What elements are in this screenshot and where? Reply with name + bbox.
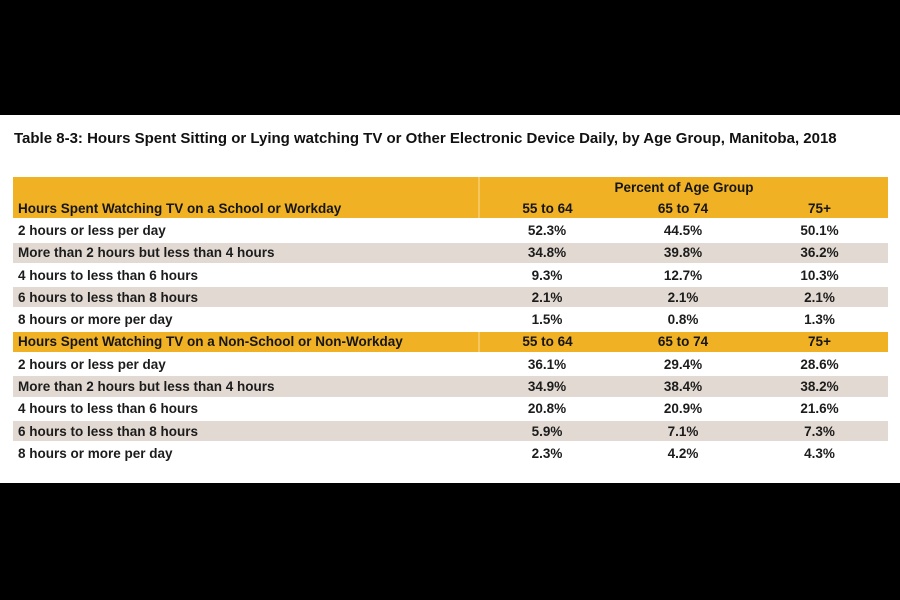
value-cell: 52.3% xyxy=(479,219,615,243)
group-header-row: Percent of Age Group xyxy=(13,177,888,198)
report-page: Table 8-3: Hours Spent Sitting or Lying … xyxy=(0,115,900,483)
row-label: 8 hours or more per day xyxy=(13,308,479,332)
value-cell: 39.8% xyxy=(615,241,751,265)
row-label: More than 2 hours but less than 4 hours xyxy=(13,241,479,265)
row-label: 6 hours to less than 8 hours xyxy=(13,419,479,444)
value-cell: 10.3% xyxy=(751,263,888,288)
section2-header-cell: Hours Spent Watching TV on a Non-School … xyxy=(13,330,480,355)
section1-header-row: Hours Spent Watching TV on a School or W… xyxy=(13,198,888,221)
row-label: 6 hours to less than 8 hours xyxy=(13,286,479,310)
table-row: 8 hours or more per day 1.5% 0.8% 1.3% xyxy=(13,308,888,332)
value-cell: 5.9% xyxy=(479,419,615,444)
value-cell: 9.3% xyxy=(479,263,615,288)
value-cell: 7.1% xyxy=(615,419,751,444)
value-cell: 1.3% xyxy=(751,308,888,332)
age-column-header: 75+ xyxy=(751,198,888,221)
value-cell: 2.1% xyxy=(479,286,615,310)
table-row: More than 2 hours but less than 4 hours … xyxy=(13,375,888,399)
table-row: 8 hours or more per day 2.3% 4.2% 4.3% xyxy=(13,442,888,466)
age-column-header: 55 to 64 xyxy=(479,330,615,355)
value-cell: 36.2% xyxy=(751,241,888,265)
value-cell: 34.9% xyxy=(479,375,615,399)
value-cell: 29.4% xyxy=(615,353,751,377)
tv-hours-table: Percent of Age Group Hours Spent Watchin… xyxy=(13,177,888,466)
section2-header-row: Hours Spent Watching TV on a Non-School … xyxy=(13,330,888,355)
table-row: 4 hours to less than 6 hours 20.8% 20.9%… xyxy=(13,397,888,421)
value-cell: 4.3% xyxy=(751,442,888,466)
age-column-header: 65 to 74 xyxy=(615,330,751,355)
value-cell: 28.6% xyxy=(751,353,888,377)
row-label: More than 2 hours but less than 4 hours xyxy=(13,375,479,399)
empty-corner-cell xyxy=(13,177,480,198)
value-cell: 2.1% xyxy=(615,286,751,310)
value-cell: 20.9% xyxy=(615,397,751,421)
row-label: 2 hours or less per day xyxy=(13,353,479,377)
table-row: 6 hours to less than 8 hours 5.9% 7.1% 7… xyxy=(13,419,888,444)
value-cell: 50.1% xyxy=(751,219,888,243)
table-row: More than 2 hours but less than 4 hours … xyxy=(13,241,888,265)
row-label: 4 hours to less than 6 hours xyxy=(13,263,479,288)
row-label: 4 hours to less than 6 hours xyxy=(13,397,479,421)
table-row: 2 hours or less per day 52.3% 44.5% 50.1… xyxy=(13,219,888,243)
value-cell: 20.8% xyxy=(479,397,615,421)
value-cell: 0.8% xyxy=(615,308,751,332)
table-row: 2 hours or less per day 36.1% 29.4% 28.6… xyxy=(13,353,888,377)
value-cell: 2.3% xyxy=(479,442,615,466)
row-label: 2 hours or less per day xyxy=(13,219,479,243)
table-title: Table 8-3: Hours Spent Sitting or Lying … xyxy=(14,130,837,147)
value-cell: 36.1% xyxy=(479,353,615,377)
value-cell: 44.5% xyxy=(615,219,751,243)
group-header-cell: Percent of Age Group xyxy=(479,177,888,198)
value-cell: 1.5% xyxy=(479,308,615,332)
table-row: 6 hours to less than 8 hours 2.1% 2.1% 2… xyxy=(13,286,888,310)
age-column-header: 65 to 74 xyxy=(615,198,751,221)
value-cell: 34.8% xyxy=(479,241,615,265)
value-cell: 38.2% xyxy=(751,375,888,399)
age-column-header: 55 to 64 xyxy=(479,198,615,221)
value-cell: 38.4% xyxy=(615,375,751,399)
age-column-header: 75+ xyxy=(751,330,888,355)
value-cell: 21.6% xyxy=(751,397,888,421)
table-row: 4 hours to less than 6 hours 9.3% 12.7% … xyxy=(13,263,888,288)
section1-header-cell: Hours Spent Watching TV on a School or W… xyxy=(13,198,480,221)
value-cell: 12.7% xyxy=(615,263,751,288)
value-cell: 2.1% xyxy=(751,286,888,310)
value-cell: 4.2% xyxy=(615,442,751,466)
row-label: 8 hours or more per day xyxy=(13,442,479,466)
value-cell: 7.3% xyxy=(751,419,888,444)
